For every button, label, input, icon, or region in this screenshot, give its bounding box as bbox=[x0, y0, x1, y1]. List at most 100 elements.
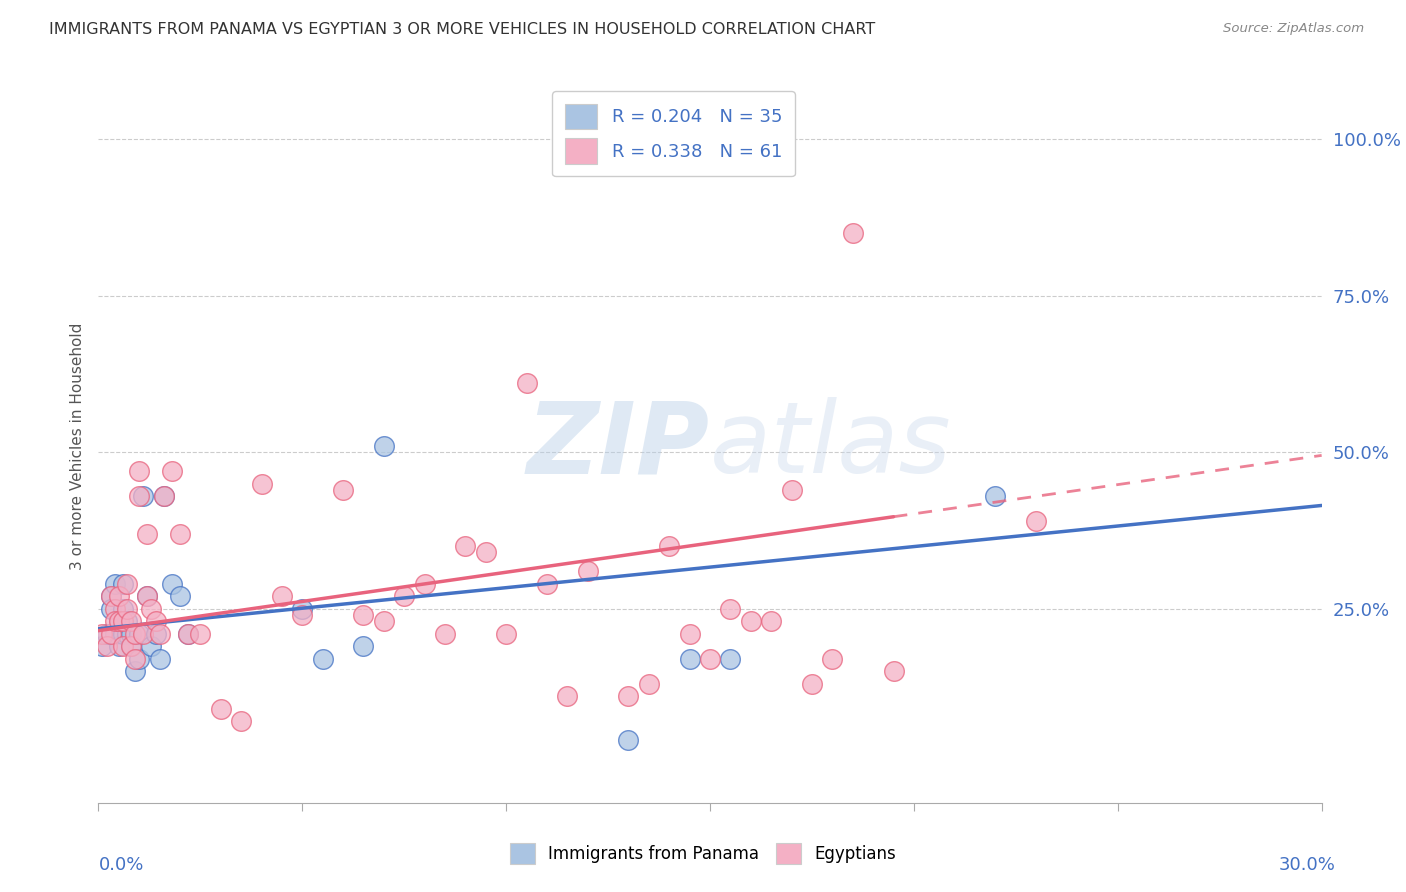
Point bbox=[120, 627, 142, 641]
Point bbox=[120, 640, 142, 654]
Point bbox=[352, 607, 374, 622]
Point bbox=[136, 589, 159, 603]
Point bbox=[100, 601, 122, 615]
Point bbox=[679, 627, 702, 641]
Point bbox=[332, 483, 354, 497]
Point bbox=[160, 576, 183, 591]
Point bbox=[740, 614, 762, 628]
Point bbox=[145, 627, 167, 641]
Point bbox=[96, 627, 118, 641]
Point bbox=[312, 652, 335, 666]
Point bbox=[291, 607, 314, 622]
Point bbox=[413, 576, 436, 591]
Point bbox=[718, 652, 742, 666]
Point bbox=[392, 589, 416, 603]
Point bbox=[555, 690, 579, 704]
Point bbox=[120, 614, 142, 628]
Point bbox=[145, 614, 167, 628]
Text: Source: ZipAtlas.com: Source: ZipAtlas.com bbox=[1223, 22, 1364, 36]
Point bbox=[124, 627, 146, 641]
Point bbox=[91, 627, 114, 641]
Point bbox=[177, 627, 200, 641]
Point bbox=[100, 589, 122, 603]
Point bbox=[679, 652, 702, 666]
Point bbox=[160, 464, 183, 478]
Point bbox=[104, 614, 127, 628]
Point bbox=[132, 489, 155, 503]
Point bbox=[104, 627, 127, 641]
Text: ZIP: ZIP bbox=[527, 398, 710, 494]
Point bbox=[132, 627, 155, 641]
Point bbox=[111, 640, 134, 654]
Point bbox=[841, 226, 863, 240]
Point bbox=[124, 665, 146, 679]
Point bbox=[100, 627, 122, 641]
Point bbox=[128, 464, 150, 478]
Point bbox=[128, 652, 150, 666]
Point bbox=[111, 627, 134, 641]
Point bbox=[250, 476, 273, 491]
Point bbox=[761, 614, 783, 628]
Legend: R = 0.204   N = 35, R = 0.338   N = 61: R = 0.204 N = 35, R = 0.338 N = 61 bbox=[553, 91, 794, 177]
Text: 0.0%: 0.0% bbox=[98, 856, 143, 874]
Point bbox=[115, 576, 138, 591]
Point bbox=[111, 601, 134, 615]
Point bbox=[136, 589, 159, 603]
Point bbox=[152, 489, 174, 503]
Point bbox=[149, 627, 172, 641]
Y-axis label: 3 or more Vehicles in Household: 3 or more Vehicles in Household bbox=[69, 322, 84, 570]
Point bbox=[128, 627, 150, 641]
Point bbox=[373, 439, 395, 453]
Point bbox=[108, 640, 131, 654]
Point bbox=[658, 539, 681, 553]
Point bbox=[128, 489, 150, 503]
Point bbox=[104, 601, 127, 615]
Point bbox=[209, 702, 232, 716]
Point bbox=[270, 589, 294, 603]
Point bbox=[115, 627, 138, 641]
Point bbox=[576, 564, 599, 578]
Point bbox=[115, 601, 138, 615]
Point bbox=[111, 576, 134, 591]
Point bbox=[373, 614, 395, 628]
Point bbox=[231, 714, 253, 729]
Point bbox=[801, 677, 824, 691]
Text: IMMIGRANTS FROM PANAMA VS EGYPTIAN 3 OR MORE VEHICLES IN HOUSEHOLD CORRELATION C: IMMIGRANTS FROM PANAMA VS EGYPTIAN 3 OR … bbox=[49, 22, 876, 37]
Point bbox=[617, 690, 640, 704]
Point bbox=[136, 526, 159, 541]
Point bbox=[149, 652, 172, 666]
Point bbox=[821, 652, 844, 666]
Point bbox=[699, 652, 721, 666]
Point bbox=[141, 640, 163, 654]
Point bbox=[495, 627, 517, 641]
Point bbox=[91, 640, 114, 654]
Point bbox=[883, 665, 905, 679]
Point bbox=[188, 627, 212, 641]
Point bbox=[124, 652, 146, 666]
Point bbox=[108, 614, 131, 628]
Point bbox=[169, 589, 191, 603]
Point bbox=[718, 601, 742, 615]
Legend: Immigrants from Panama, Egyptians: Immigrants from Panama, Egyptians bbox=[503, 837, 903, 871]
Point bbox=[111, 614, 134, 628]
Point bbox=[177, 627, 200, 641]
Point bbox=[115, 614, 138, 628]
Point bbox=[1025, 514, 1047, 528]
Point bbox=[104, 576, 127, 591]
Text: 30.0%: 30.0% bbox=[1279, 856, 1336, 874]
Point bbox=[984, 489, 1007, 503]
Point bbox=[141, 601, 163, 615]
Text: atlas: atlas bbox=[710, 398, 952, 494]
Point bbox=[617, 733, 640, 747]
Point bbox=[637, 677, 661, 691]
Point bbox=[291, 601, 314, 615]
Point bbox=[536, 576, 558, 591]
Point bbox=[169, 526, 191, 541]
Point bbox=[120, 640, 142, 654]
Point bbox=[96, 640, 118, 654]
Point bbox=[454, 539, 477, 553]
Point bbox=[780, 483, 803, 497]
Point bbox=[474, 545, 498, 559]
Point bbox=[108, 589, 131, 603]
Point bbox=[152, 489, 174, 503]
